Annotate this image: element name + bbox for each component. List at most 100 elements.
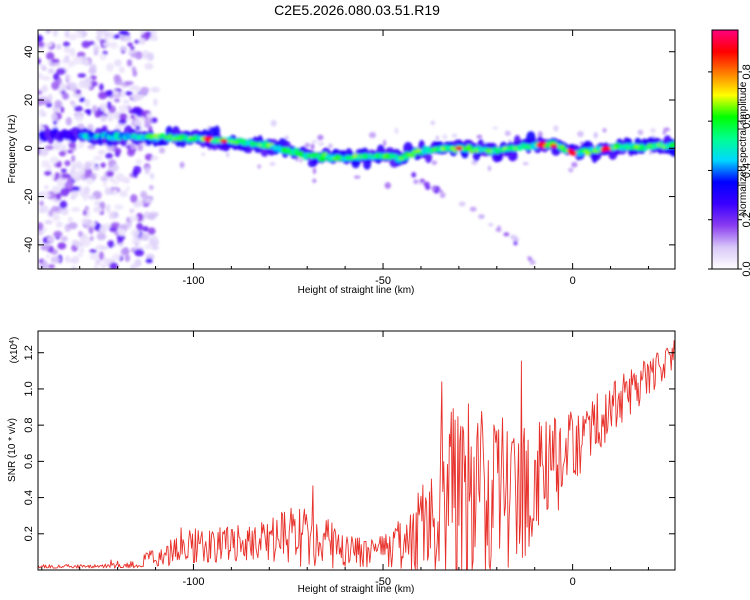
spectrogram-noise-cell (81, 238, 92, 247)
snr-x-tick-label: 0 (570, 576, 576, 588)
spectrogram-noise-cell (38, 222, 44, 231)
spectrogram-noise-cell (62, 92, 69, 100)
spectrogram-noise-cell (49, 156, 59, 164)
spectrogram-tail-cell (434, 189, 439, 194)
spectrogram-noise-cell (100, 115, 107, 122)
spectrogram-peak-cell (204, 136, 213, 141)
spectrogram-noise-cell (82, 209, 88, 216)
spectrogram-noise-cell (47, 68, 55, 74)
spectrogram-noise-cell (84, 59, 90, 65)
spectrogram-noise-cell (105, 62, 114, 72)
spectrogram-noise-cell (130, 229, 140, 238)
spectrogram-noise-cell (114, 204, 124, 210)
spectrogram-noise-cell (60, 106, 65, 113)
spectrogram-noise-cell (146, 113, 153, 118)
spectrogram-noise-cell (46, 52, 55, 61)
spectrogram-noise-cell (38, 34, 44, 43)
spectrogram-y-axis-title: Frequency (Hz) (7, 115, 18, 184)
spectrogram-noise-cell (51, 81, 60, 91)
spectrogram-frame (37, 29, 676, 270)
spectrogram-noise-cell (353, 175, 361, 179)
spectrogram-noise-cell (89, 235, 94, 242)
colorbar-ticks: 0.0 0.2 0.4 0.6 0.8 (708, 64, 750, 277)
spectrogram-noise-cell (126, 59, 133, 67)
spectrogram-tail-cell (469, 206, 477, 212)
spectrogram-noise-cell (312, 167, 317, 175)
spectrogram-noise-cell (144, 166, 150, 175)
spectrogram-noise-cell (48, 209, 54, 217)
spectrogram-noise-cell (98, 91, 108, 100)
colorbar-tick-label: 0.2 (741, 212, 750, 227)
spectrogram-noise-cell (59, 200, 68, 209)
spectrogram-noise-cell (44, 219, 53, 225)
spectrogram-noise-cell (39, 64, 46, 70)
spectrogram-noise-cell (150, 155, 159, 161)
spectrogram-noise-cell (74, 105, 83, 112)
spectrogram-noise-cell (85, 221, 92, 228)
spectrogram-noise-cell (69, 47, 76, 57)
spectrogram-noise-cell (121, 89, 126, 99)
spectrogram-noise-cell (133, 202, 142, 208)
snr-y-multiplier-exponent: 4 (9, 340, 16, 344)
spectrogram-noise-cell (88, 195, 96, 200)
spectrogram-noise-cell (84, 171, 91, 179)
spectrogram-noise-cell (571, 161, 578, 168)
spectrogram-noise-cell (81, 40, 91, 49)
spectrogram-noise-cell (317, 134, 324, 141)
spectrogram-noise-cell (134, 249, 145, 257)
spectrogram-noise-cell (71, 154, 76, 163)
spectrogram-noise-cell (39, 108, 45, 117)
spectrogram-noise-cell (123, 99, 130, 105)
colorbar-title: Normalized spectral amplitude (738, 81, 749, 216)
snr-y-tick-label: 0.6 (23, 454, 35, 469)
spectrogram-noise-cell (61, 207, 69, 216)
spectrogram-noise-cell (109, 41, 118, 49)
spectrogram-noise-cell (48, 93, 53, 102)
spectrogram-noise-cell (158, 147, 166, 154)
spectrogram-noise-cell (53, 72, 60, 81)
spectrogram-noise-cell (131, 107, 142, 115)
spectrogram-noise-cell (60, 236, 68, 242)
spectrogram-noise-cell (147, 227, 156, 235)
spectrogram-noise-cell (109, 262, 119, 269)
spectrogram-noise-cell (431, 160, 437, 165)
spectrogram-noise-cell (95, 34, 102, 42)
spectrogram-noise-cell (100, 175, 109, 182)
spectrogram-noise-cell (88, 226, 94, 234)
spectrogram-ridge-halo (213, 125, 221, 138)
snr-y-multiplier-close: ) (9, 337, 20, 340)
spectrogram-noise-cell (118, 104, 129, 113)
spectrogram-noise-cell (149, 35, 159, 42)
spectrogram-noise-cell (41, 205, 49, 213)
spectrogram-noise-cell (179, 161, 185, 169)
spectrogram-noise-cell (41, 75, 51, 81)
spectrogram-noise-cell (38, 58, 41, 65)
spectrogram-tail-cell (495, 227, 501, 232)
spectrogram-noise-cell (38, 97, 45, 106)
spectrogram-noise-cell (63, 46, 71, 53)
spectrogram-noise-cell (140, 233, 150, 241)
spectrogram-noise-cell (41, 260, 48, 268)
spectrogram-noise-cell (50, 173, 55, 180)
snr-x-tick-label: -50 (375, 576, 391, 588)
spectrogram-noise-cell (112, 90, 119, 96)
spectrogram-noise-cell (64, 160, 71, 167)
spectrogram-ridge-halo (495, 151, 504, 162)
spectrogram-noise-cell (108, 211, 114, 220)
spectrogram-noise-cell (127, 42, 133, 47)
spectrogram-noise-cell (104, 187, 112, 196)
spectrogram-noise-cell (107, 240, 115, 248)
spectrogram-tail-cell (488, 223, 494, 227)
spectrogram-noise-cell (57, 242, 67, 250)
spectrogram-ridge-core (299, 151, 304, 155)
spectrogram-noise-cell (270, 119, 277, 127)
spectrogram-noise-cell (150, 86, 161, 93)
spectrogram-noise-cell (67, 217, 73, 222)
spectrogram-noise-cell (99, 226, 106, 234)
spectrogram-noise-cell (54, 100, 63, 109)
spectrogram-noise-cell (38, 238, 41, 246)
spectrogram-noise-cell (140, 86, 150, 94)
spectrogram-noise-cell (476, 134, 483, 139)
spectrogram-noise-cell (94, 263, 99, 269)
